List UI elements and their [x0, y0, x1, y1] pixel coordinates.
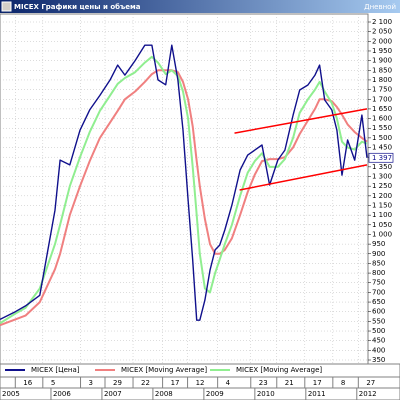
y-tick-label: 1 050 — [372, 221, 392, 229]
period[interactable]: Дневной — [364, 3, 396, 11]
x-tick-label: 2012 — [359, 390, 377, 398]
y-tick-label: 700 — [372, 288, 385, 296]
y-tick-label: 1 700 — [372, 95, 392, 103]
y-tick-label: 1 600 — [372, 115, 392, 123]
y-tick-label: 1 950 — [372, 47, 392, 55]
y-tick-label: 800 — [372, 269, 385, 277]
moving-average-line — [0, 69, 368, 327]
x-tick-label: 2009 — [206, 390, 224, 398]
y-tick-label: 1 250 — [372, 182, 392, 190]
x-minor-label: 21 — [285, 379, 294, 387]
y-tick-label: 1 500 — [372, 134, 392, 142]
y-tick-label: 650 — [372, 298, 385, 306]
price-line — [0, 44, 368, 321]
y-tick-label: 950 — [372, 240, 385, 248]
title-bar — [0, 0, 400, 13]
y-tick-label: 2 000 — [372, 37, 392, 45]
x-minor-label: 12 — [196, 379, 205, 387]
y-tick-label: 1 550 — [372, 124, 392, 132]
y-tick-label: 1 800 — [372, 76, 392, 84]
window-icon — [1, 1, 12, 12]
x-minor-label: 3 — [89, 379, 93, 387]
x-minor-label: 17 — [313, 379, 322, 387]
y-tick-label: 750 — [372, 279, 385, 287]
x-minor-label: 29 — [113, 379, 122, 387]
trend-line — [239, 164, 368, 191]
plot-area — [0, 13, 369, 365]
x-tick-label: 2011 — [308, 390, 326, 398]
y-tick-label: 900 — [372, 250, 385, 258]
y-tick-label: 350 — [372, 356, 385, 364]
window-title: MICEX Графики цены и объема — [14, 3, 141, 11]
y-tick-label: 1 650 — [372, 105, 392, 113]
x-minor-label: 23 — [259, 379, 268, 387]
y-tick-label: 1 150 — [372, 201, 392, 209]
x-tick-label: 2010 — [257, 390, 275, 398]
y-tick-label: 1 350 — [372, 163, 392, 171]
y-tick-label: 450 — [372, 337, 385, 345]
legend-label: MICEX [Moving Average] — [121, 366, 207, 374]
y-tick-label: 1 900 — [372, 57, 392, 65]
y-tick-label: 1 000 — [372, 230, 392, 238]
x-minor-label: 27 — [366, 379, 375, 387]
last-value-box — [368, 152, 394, 163]
y-tick-label: 1 750 — [372, 86, 392, 94]
y-tick-label: 2 050 — [372, 28, 392, 36]
y-tick-label: 1 850 — [372, 66, 392, 74]
trend-line — [234, 108, 368, 134]
y-tick-label: 600 — [372, 308, 385, 316]
legend-label: MICEX [Цена] — [31, 366, 80, 374]
last-value-label: 1 397 — [372, 154, 392, 162]
y-tick-label: 400 — [372, 346, 385, 354]
x-minor-label: 16 — [23, 379, 32, 387]
x-minor-label: 4 — [226, 379, 231, 387]
y-tick-label: 850 — [372, 259, 385, 267]
y-tick-label: 1 100 — [372, 211, 392, 219]
x-tick-label: 2007 — [104, 390, 122, 398]
y-tick-label: 1 450 — [372, 144, 392, 152]
y-tick-label: 2 100 — [372, 18, 392, 26]
x-tick-label: 2006 — [53, 390, 71, 398]
x-tick-label: 2008 — [155, 390, 173, 398]
y-tick-label: 550 — [372, 317, 385, 325]
y-tick-label: 1 200 — [372, 192, 392, 200]
legend-label: MICEX [Moving Average] — [236, 366, 322, 374]
moving-average-line — [0, 55, 368, 325]
x-minor-label: 17 — [171, 379, 180, 387]
x-minor-label: 8 — [341, 379, 345, 387]
x-tick-label: 2005 — [2, 390, 20, 398]
y-tick-label: 500 — [372, 327, 385, 335]
y-tick-label: 1 300 — [372, 173, 392, 181]
x-minor-label: 22 — [141, 379, 150, 387]
x-minor-label: 5 — [51, 379, 55, 387]
